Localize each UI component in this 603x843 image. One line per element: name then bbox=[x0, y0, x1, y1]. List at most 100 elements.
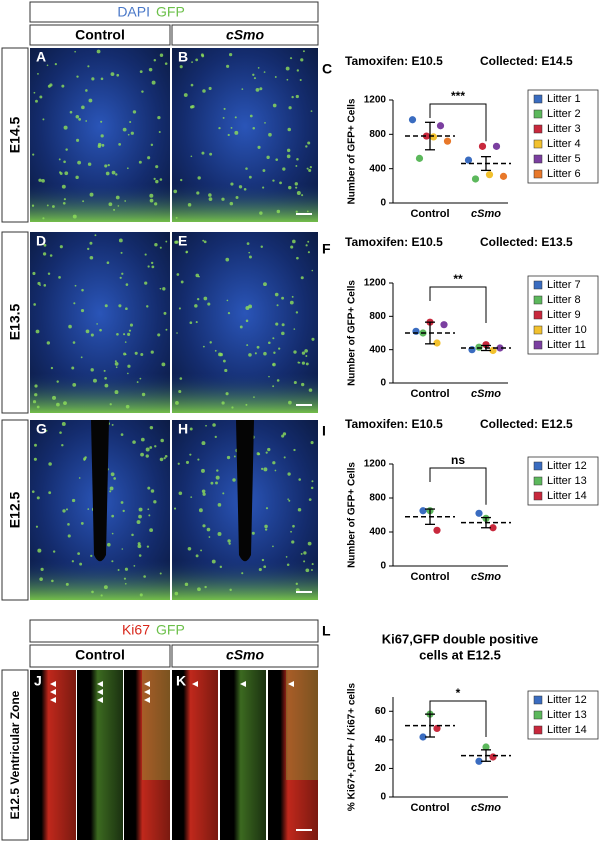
gfp-cell bbox=[175, 216, 178, 219]
arrowhead bbox=[97, 697, 103, 703]
arrowhead bbox=[144, 681, 150, 687]
y-axis-label: Number of GFP+ Cells bbox=[347, 280, 358, 386]
gfp-cell bbox=[222, 116, 225, 119]
gfp-cell bbox=[134, 351, 138, 355]
gfp-cell bbox=[196, 191, 200, 195]
gfp-cell bbox=[146, 545, 150, 548]
legend-box bbox=[527, 275, 599, 355]
layout bbox=[1, 1, 319, 841]
gfp-cell bbox=[230, 126, 233, 129]
y-tick-label: 1200 bbox=[364, 459, 387, 470]
gfp-cell bbox=[61, 184, 66, 189]
gfp-cell bbox=[113, 208, 116, 211]
legend-swatch bbox=[533, 94, 543, 104]
gfp-cell bbox=[227, 311, 231, 315]
gfp-cell bbox=[136, 381, 139, 383]
gfp-cell bbox=[89, 255, 94, 260]
gfp-cell bbox=[195, 554, 199, 558]
row-label: E12.5 bbox=[7, 491, 23, 528]
gfp-cell bbox=[129, 323, 133, 327]
gfp-cell bbox=[149, 446, 153, 449]
gfp-cell bbox=[295, 582, 298, 586]
gfp-cell bbox=[263, 351, 267, 356]
gfp-cell bbox=[201, 468, 205, 473]
gfp-cell bbox=[179, 65, 183, 69]
gfp-cell bbox=[39, 577, 43, 581]
gfp-cell bbox=[268, 375, 270, 378]
x-tick-label: cSmo bbox=[471, 802, 501, 814]
gfp-cell bbox=[306, 167, 309, 170]
gfp-cell bbox=[272, 385, 275, 388]
panel-letter: F bbox=[322, 241, 331, 257]
y-axis-label: Number of GFP+ Cells bbox=[347, 462, 358, 568]
panel-letter: J bbox=[34, 673, 42, 689]
gfp-cell bbox=[212, 423, 216, 427]
gfp-cell bbox=[189, 427, 193, 431]
gfp-cell bbox=[241, 88, 244, 90]
gfp-cell bbox=[221, 197, 225, 201]
gfp-cell bbox=[274, 76, 277, 78]
gfp-cell bbox=[36, 405, 40, 409]
gfp-cell bbox=[110, 472, 115, 477]
gfp-cell bbox=[40, 567, 44, 571]
gfp-cell bbox=[46, 341, 51, 345]
gfp-cell bbox=[252, 73, 255, 76]
gfp-cell bbox=[151, 80, 156, 85]
gfp-cell bbox=[58, 158, 61, 161]
column-label: cSmo bbox=[226, 647, 265, 663]
gfp-cell bbox=[183, 93, 188, 97]
legend-label: Litter 12 bbox=[547, 460, 587, 472]
gfp-cell bbox=[232, 478, 236, 482]
gfp-cell bbox=[71, 560, 74, 563]
gfp-cell bbox=[274, 469, 277, 472]
gfp-cell bbox=[69, 110, 73, 114]
gfp-cell bbox=[214, 349, 217, 352]
data-point bbox=[440, 321, 448, 329]
gfp-cell bbox=[218, 126, 221, 130]
gfp-cell bbox=[173, 507, 177, 510]
gfp-cell bbox=[31, 204, 35, 207]
data-point bbox=[489, 524, 497, 532]
gfp-cell bbox=[217, 531, 222, 536]
chart-subtitle: Collected: E14.5 bbox=[480, 54, 573, 68]
gfp-cell bbox=[230, 182, 234, 186]
gfp-cell bbox=[161, 362, 166, 367]
gfp-cell bbox=[306, 210, 309, 213]
gfp-cell bbox=[52, 205, 55, 208]
gfp-cell bbox=[282, 432, 287, 436]
gfp-cell bbox=[263, 282, 267, 287]
gfp-cell bbox=[91, 590, 94, 594]
gfp-cell bbox=[259, 211, 263, 215]
gfp-cell bbox=[106, 261, 110, 265]
gfp-cell bbox=[184, 582, 189, 587]
gfp-cell bbox=[266, 155, 270, 159]
gfp-cell bbox=[104, 376, 107, 380]
data-point bbox=[489, 753, 497, 761]
legend-box bbox=[527, 690, 599, 740]
gfp-cell bbox=[200, 53, 204, 57]
gfp-cell bbox=[118, 304, 122, 308]
y-tick-label: 0 bbox=[380, 198, 386, 209]
gfp-cell bbox=[56, 402, 60, 407]
gfp-cell bbox=[180, 280, 184, 284]
panel-letter: E bbox=[178, 233, 187, 249]
legend-label: Litter 14 bbox=[547, 724, 587, 736]
header-box bbox=[29, 1, 319, 23]
gfp-cell bbox=[124, 582, 127, 585]
gfp-cell bbox=[248, 251, 251, 254]
gfp-cell bbox=[239, 325, 243, 329]
gfp-cell bbox=[65, 508, 69, 511]
gfp-cell bbox=[82, 200, 85, 203]
gfp-cell bbox=[61, 84, 65, 88]
gfp-cell bbox=[132, 110, 137, 114]
gfp-cell bbox=[79, 562, 83, 566]
legend-swatch bbox=[533, 476, 543, 486]
gfp-cell bbox=[195, 321, 198, 324]
gfp-cell bbox=[120, 433, 124, 436]
gfp-cell bbox=[288, 499, 291, 502]
legend-label: Litter 6 bbox=[547, 168, 581, 180]
gfp-cell bbox=[206, 527, 211, 532]
gfp-cell bbox=[43, 243, 47, 247]
data-point bbox=[475, 509, 483, 517]
gfp-cell bbox=[54, 62, 57, 66]
